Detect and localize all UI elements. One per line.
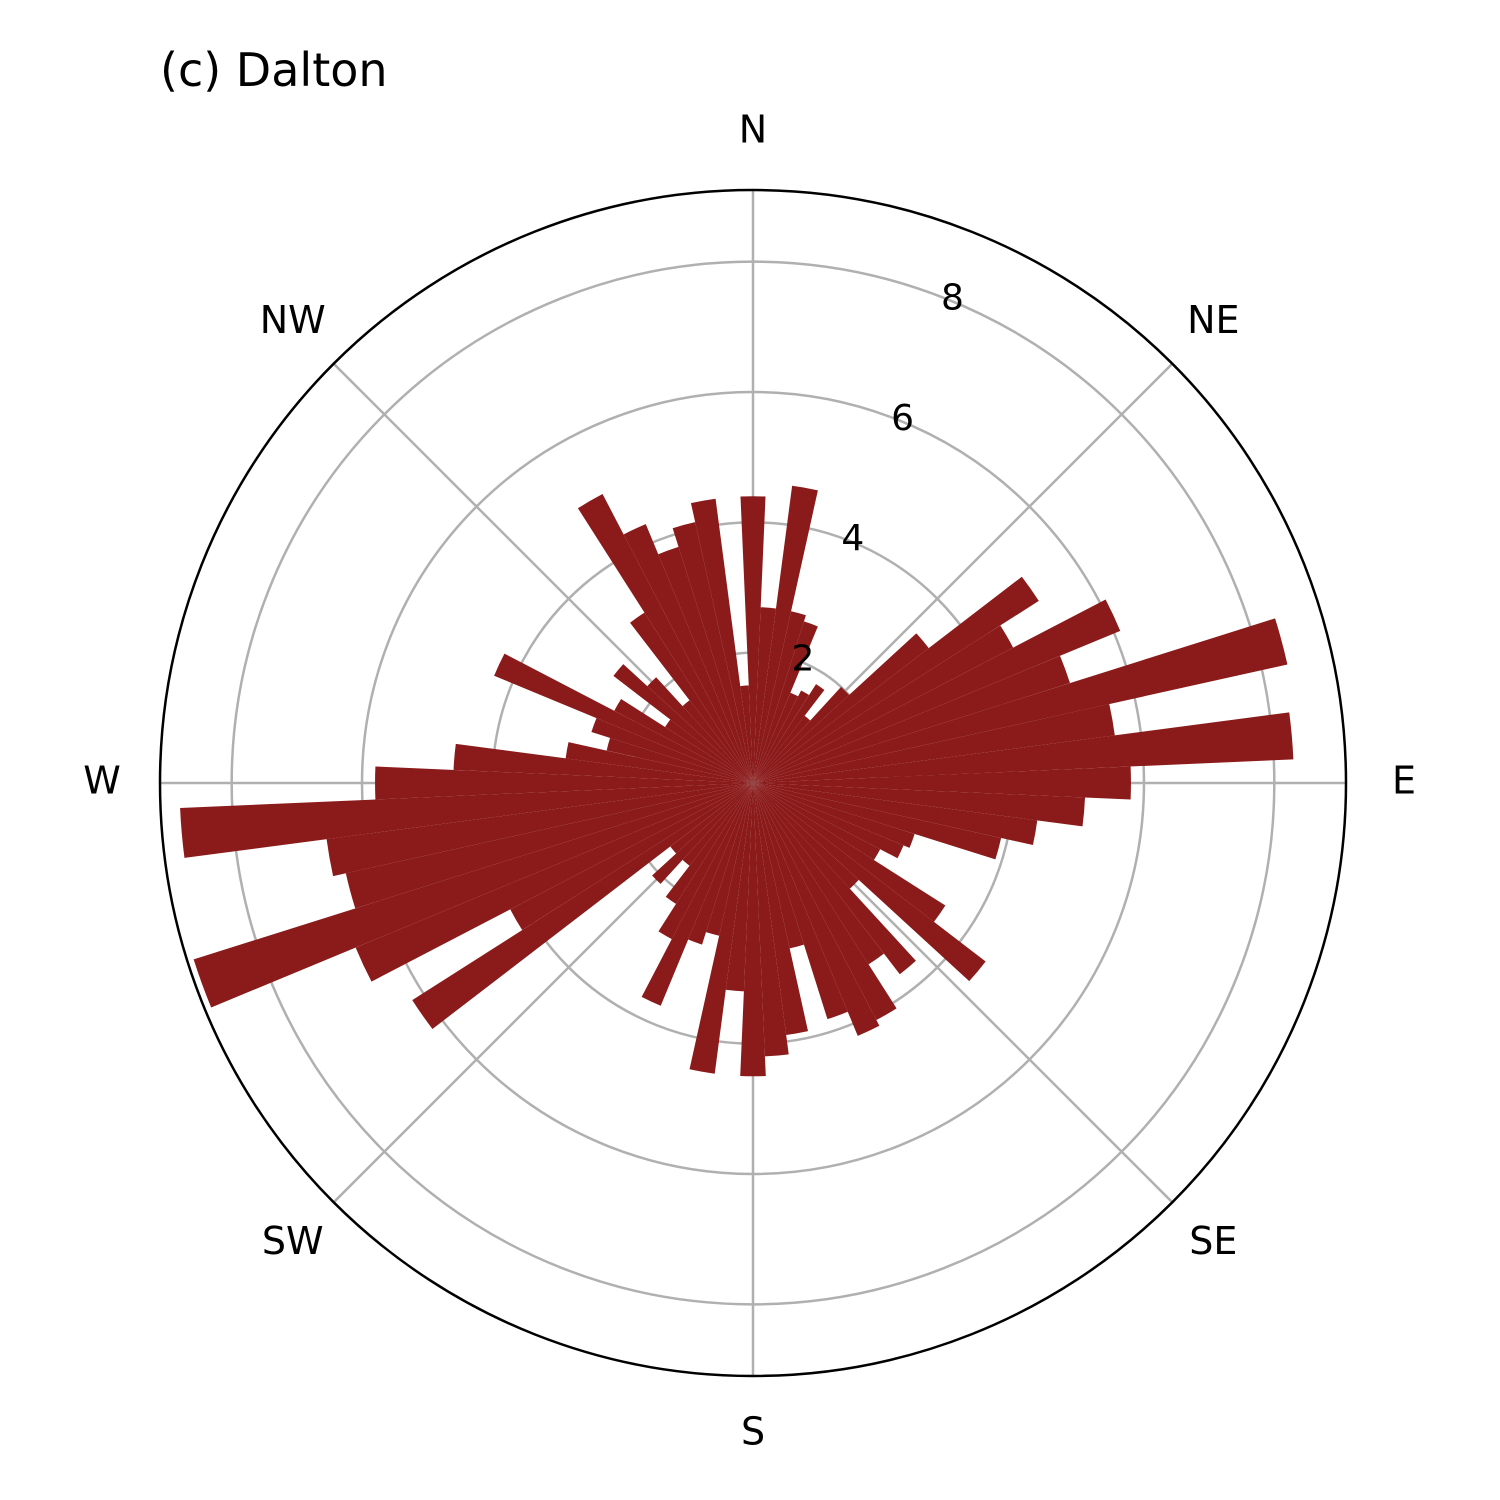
bar-260 (326, 783, 753, 877)
bar-65 (753, 599, 1121, 783)
bar-265 (180, 783, 754, 858)
bar-285 (606, 737, 753, 783)
bar-0 (740, 496, 766, 783)
outer-frame (158, 188, 1348, 1378)
r-tick-4: 4 (841, 518, 864, 559)
bar-250 (193, 783, 753, 1008)
bar-45 (753, 686, 850, 783)
bar-340 (658, 546, 753, 783)
bar-100 (753, 783, 1038, 846)
bar-200 (688, 783, 753, 945)
bar-110 (753, 783, 915, 848)
bar-345 (672, 522, 753, 783)
bar-330 (577, 493, 753, 783)
bar-95 (753, 783, 1086, 827)
bar-160 (753, 783, 848, 1020)
bar-235 (412, 783, 753, 1029)
direction-label-E: E (1392, 759, 1416, 803)
bar-320 (682, 700, 753, 783)
bar-185 (725, 783, 753, 992)
bar-355 (740, 685, 753, 783)
bar-220 (682, 783, 753, 866)
bar-295 (494, 653, 753, 783)
bar-230 (670, 783, 753, 854)
direction-label-NE: NE (1187, 298, 1239, 342)
bar-215 (665, 783, 753, 904)
r-tick-6: 6 (891, 398, 914, 439)
bar-145 (753, 783, 884, 965)
bar-series (180, 485, 1294, 1077)
bar-190 (689, 783, 753, 1074)
radial-tick-labels: 2 4 6 8 (791, 277, 964, 679)
bar-10 (753, 485, 818, 783)
bar-195 (705, 783, 753, 936)
bar-140 (753, 783, 916, 975)
direction-label-SE: SE (1189, 1219, 1237, 1263)
direction-label-SW: SW (262, 1219, 324, 1263)
bar-80 (753, 704, 1115, 783)
chart-title: (c) Dalton (160, 43, 388, 97)
bar-5 (753, 607, 776, 783)
bar-270 (375, 766, 753, 800)
bar-85 (753, 712, 1294, 783)
bar-255 (345, 783, 753, 909)
bar-205 (641, 783, 753, 1006)
bar-75 (753, 618, 1288, 783)
bar-170 (753, 783, 809, 1035)
bar-150 (753, 783, 897, 1020)
bar-240 (510, 783, 753, 931)
bar-225 (652, 783, 753, 884)
bar-40 (753, 715, 811, 783)
bar-175 (753, 783, 789, 1057)
bar-135 (753, 783, 859, 889)
r-tick-2: 2 (791, 639, 814, 680)
direction-label-N: N (739, 108, 767, 152)
bar-180 (740, 783, 766, 1077)
bar-165 (753, 783, 804, 949)
bar-210 (658, 783, 753, 940)
bar-90 (753, 766, 1131, 800)
bar-275 (453, 743, 753, 783)
bar-350 (690, 498, 753, 783)
bar-35 (753, 684, 825, 783)
bar-70 (753, 655, 1070, 783)
bar-305 (665, 719, 753, 783)
bar-115 (753, 783, 904, 859)
bar-280 (565, 742, 753, 783)
bar-25 (753, 692, 799, 783)
direction-label-S: S (741, 1410, 765, 1454)
bar-105 (753, 783, 1002, 860)
bar-315 (647, 677, 753, 783)
bar-335 (623, 524, 753, 783)
bar-290 (591, 718, 753, 783)
bar-15 (753, 611, 806, 783)
bar-125 (753, 783, 946, 922)
bar-310 (613, 664, 753, 783)
bar-50 (753, 633, 929, 783)
bar-155 (753, 783, 880, 1036)
bar-120 (753, 783, 881, 861)
bar-300 (614, 698, 753, 783)
bar-60 (753, 625, 1014, 783)
direction-labels: N NE E SE S SW W NW (83, 108, 1416, 1454)
bar-30 (753, 690, 810, 783)
bar-55 (753, 576, 1039, 783)
bar-325 (630, 612, 753, 783)
direction-label-NW: NW (260, 298, 326, 342)
bar-245 (355, 783, 753, 982)
direction-label-W: W (83, 759, 121, 803)
r-tick-8: 8 (941, 277, 964, 318)
bar-130 (753, 783, 986, 982)
bar-20 (753, 621, 818, 783)
